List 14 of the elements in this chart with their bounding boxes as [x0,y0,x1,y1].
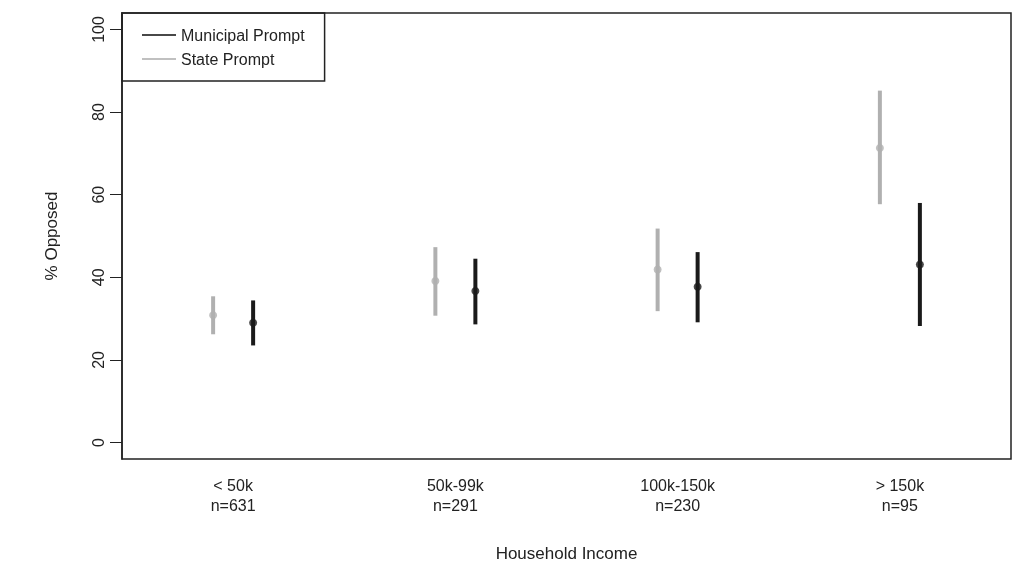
y-tick-label: 20 [89,350,107,369]
y-tick-label: 40 [89,268,107,287]
legend-label: Municipal Prompt [181,26,306,44]
y-tick-label: 0 [89,437,107,447]
y-tick-label: 80 [89,103,107,122]
x-tick-label: 100k-150k n=230 [640,476,716,514]
y-tick-label: 100 [89,16,107,43]
x-tick-label: 50k-99k n=291 [426,476,485,514]
legend-label: State Prompt [181,50,275,68]
x-tick-label: > 150k n=95 [875,476,926,514]
x-axis-title: Household Income [495,544,638,563]
y-axis-title: % Opposed [42,191,61,281]
x-tick-label: < 50k n=631 [210,476,256,514]
y-tick-label: 60 [89,185,107,204]
